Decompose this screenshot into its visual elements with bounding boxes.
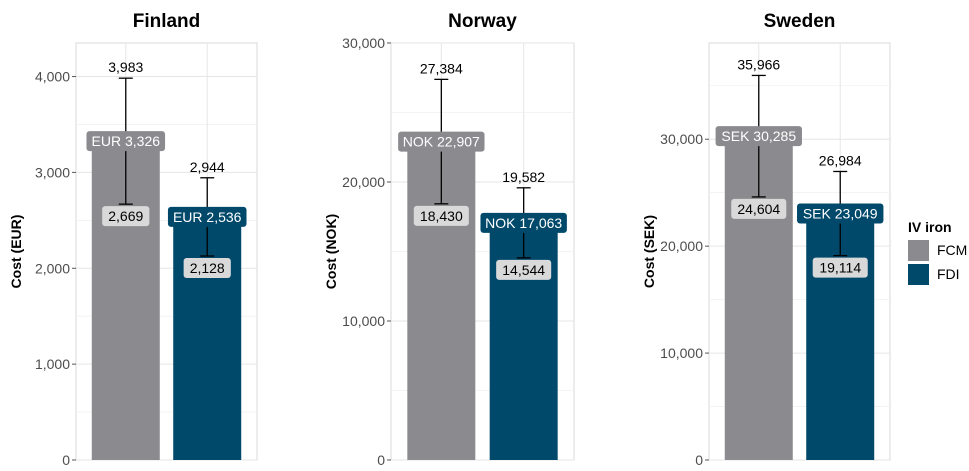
upper-label-norway-fdi: 19,582 — [502, 169, 545, 185]
y-tick-label-sweden: 20,000 — [660, 238, 703, 254]
legend-swatch-fcm — [908, 240, 929, 261]
value-label-finland-fdi-box — [167, 206, 247, 227]
value-label-norway-fcm: NOK 22,907 — [403, 134, 480, 150]
legend-swatch-fdi — [908, 264, 929, 285]
lower-label-sweden-fcm-box — [731, 198, 787, 219]
upper-label-finland-fcm: 3,983 — [108, 59, 143, 75]
value-label-sweden-fdi: SEK 23,049 — [803, 206, 878, 222]
y-axis-label-finland: Cost (EUR) — [8, 215, 24, 289]
value-label-finland-fdi: EUR 2,536 — [173, 209, 242, 225]
upper-label-sweden-fcm: 35,966 — [737, 56, 780, 72]
y-tick-label-finland: 1,000 — [35, 356, 70, 372]
lower-label-sweden-fcm: 24,604 — [737, 201, 780, 217]
lower-label-sweden-fdi: 19,114 — [819, 260, 861, 276]
y-tick-label-sweden: 0 — [695, 452, 703, 466]
value-label-sweden-fcm: SEK 30,285 — [721, 128, 796, 144]
lower-label-finland-fcm: 2,669 — [108, 208, 143, 224]
upper-label-finland-fdi: 2,944 — [190, 159, 225, 175]
y-tick-label-norway: 30,000 — [342, 35, 385, 51]
y-tick-label-finland: 3,000 — [35, 164, 70, 180]
value-label-finland-fcm: EUR 3,326 — [92, 133, 161, 149]
y-tick-label-norway: 20,000 — [342, 174, 385, 190]
y-tick-label-sweden: 30,000 — [660, 131, 703, 147]
panel-title-norway: Norway — [448, 11, 517, 32]
value-label-sweden-fdi-box — [797, 203, 884, 224]
y-tick-label-finland: 0 — [62, 452, 70, 466]
lower-label-norway-fdi: 14,544 — [502, 262, 545, 278]
lower-label-norway-fcm: 18,430 — [420, 208, 463, 224]
value-label-norway-fdi: NOK 17,063 — [485, 215, 562, 231]
y-tick-label-norway: 10,000 — [342, 313, 385, 329]
y-axis-label-sweden: Cost (SEK) — [641, 215, 657, 288]
value-label-norway-fdi-box — [480, 212, 567, 233]
lower-label-finland-fdi: 2,128 — [190, 260, 225, 276]
y-tick-label-sweden: 10,000 — [660, 345, 703, 361]
panel-title-finland: Finland — [133, 11, 201, 32]
y-tick-label-finland: 2,000 — [35, 260, 70, 276]
upper-label-sweden-fdi: 26,984 — [819, 152, 862, 168]
y-tick-label-finland: 4,000 — [35, 69, 70, 85]
lower-label-norway-fdi-box — [496, 259, 552, 280]
upper-label-norway-fcm: 27,384 — [420, 60, 463, 76]
y-tick-label-norway: 0 — [377, 452, 385, 466]
lower-label-finland-fcm-box — [102, 206, 150, 227]
value-label-finland-fcm-box — [86, 131, 166, 152]
lower-label-finland-fdi-box — [183, 258, 231, 279]
legend-label-fcm: FCM — [937, 242, 967, 258]
value-label-sweden-fcm-box — [715, 126, 802, 147]
lower-label-sweden-fdi-box — [812, 257, 868, 278]
panel-title-sweden: Sweden — [764, 11, 836, 32]
value-label-norway-fcm-box — [398, 131, 485, 152]
y-axis-label-norway: Cost (NOK) — [323, 214, 339, 289]
lower-label-norway-fcm-box — [413, 205, 469, 226]
legend-title: IV iron — [908, 219, 952, 235]
legend-label-fdi: FDI — [937, 266, 960, 282]
bar-finland-fdi — [173, 216, 242, 460]
